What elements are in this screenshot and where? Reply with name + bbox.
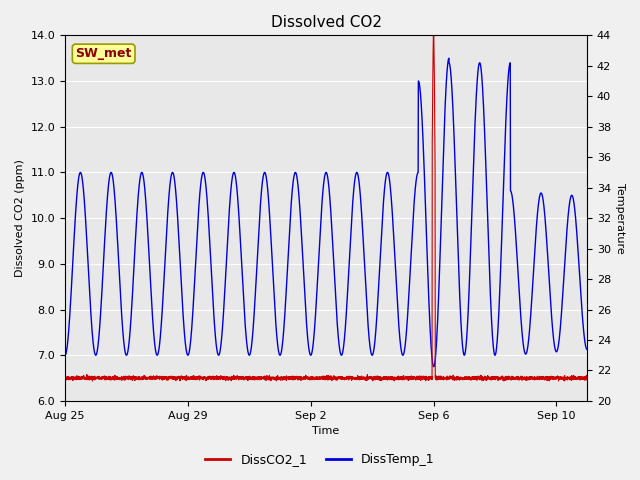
- Y-axis label: Temperature: Temperature: [615, 183, 625, 253]
- Y-axis label: Dissolved CO2 (ppm): Dissolved CO2 (ppm): [15, 159, 25, 277]
- X-axis label: Time: Time: [312, 426, 340, 436]
- Text: SW_met: SW_met: [76, 47, 132, 60]
- Title: Dissolved CO2: Dissolved CO2: [271, 15, 381, 30]
- Legend: DissCO2_1, DissTemp_1: DissCO2_1, DissTemp_1: [200, 448, 440, 471]
